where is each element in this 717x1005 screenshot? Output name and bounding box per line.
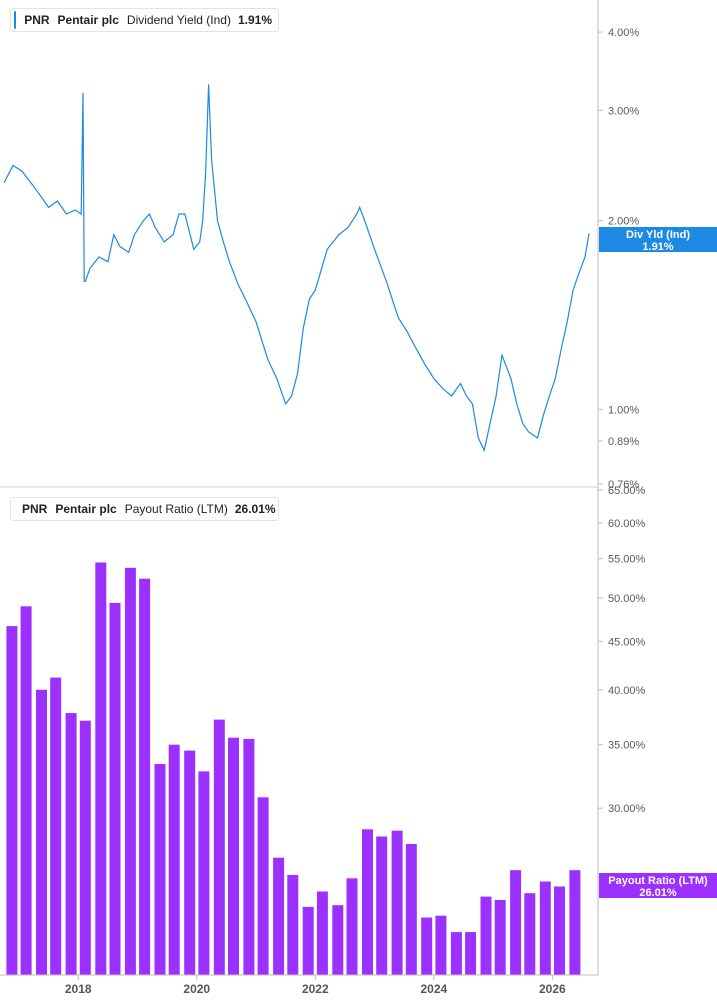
- series-swatch: [14, 11, 17, 29]
- payout-ratio-bar[interactable]: [20, 606, 32, 975]
- payout-ratio-bar[interactable]: [480, 896, 492, 975]
- company-label: Pentair plc: [55, 502, 117, 516]
- payout-ratio-bar[interactable]: [465, 932, 477, 975]
- flag-label: Div Yld (Ind): [626, 229, 690, 241]
- payout-ratio-bar[interactable]: [50, 677, 62, 975]
- payout-ratio-bar[interactable]: [6, 626, 18, 975]
- ticker-label: PNR: [24, 13, 50, 27]
- y-tick-label: 4.00%: [608, 27, 639, 39]
- metric-label: Dividend Yield (Ind): [126, 13, 231, 27]
- payout-ratio-flag: Payout Ratio (LTM) 26.01%: [599, 873, 717, 899]
- y-tick-label: 60.00%: [608, 518, 646, 530]
- payout-ratio-y-axis: 65.00% 60.00% 55.00% 50.00% 45.00% 40.00% 35.0…: [598, 485, 646, 890]
- payout-ratio-legend[interactable]: PNR Pentair plc Payout Ratio (LTM) 26.01…: [10, 497, 279, 521]
- flag-value: 1.91%: [642, 241, 674, 253]
- payout-ratio-bar[interactable]: [213, 719, 225, 975]
- y-tick-label: 50.00%: [608, 593, 646, 605]
- payout-ratio-bar[interactable]: [316, 891, 328, 976]
- payout-ratio-bar[interactable]: [346, 878, 358, 975]
- payout-ratio-bar[interactable]: [554, 886, 565, 976]
- ticker-label: PNR: [22, 502, 48, 516]
- payout-ratio-bar[interactable]: [391, 830, 403, 975]
- company-label: Pentair plc: [57, 13, 119, 27]
- flag-value: 26.01%: [639, 887, 677, 899]
- payout-ratio-bar[interactable]: [376, 836, 388, 976]
- payout-ratio-bar[interactable]: [569, 870, 581, 975]
- y-tick-label: 2.00%: [608, 216, 639, 228]
- x-axis: 2018 2020 2022 2024 2026: [65, 975, 566, 996]
- payout-ratio-bar[interactable]: [257, 797, 269, 975]
- dividend-yield-y-axis: 4.00% 3.00% 2.00% 1.00% 0.89% 0.76%: [598, 27, 639, 491]
- payout-ratio-bar[interactable]: [362, 829, 373, 975]
- payout-ratio-bar[interactable]: [79, 720, 91, 975]
- y-tick-label: 0.76%: [608, 479, 639, 491]
- payout-ratio-bar[interactable]: [450, 932, 462, 975]
- payout-ratio-bar[interactable]: [421, 917, 433, 976]
- payout-ratio-bar[interactable]: [332, 905, 344, 975]
- y-tick-label: 35.00%: [608, 740, 646, 752]
- payout-ratio-bar[interactable]: [243, 738, 255, 975]
- payout-ratio-bar[interactable]: [287, 875, 299, 975]
- payout-ratio-bar[interactable]: [273, 857, 285, 975]
- payout-ratio-bar[interactable]: [95, 562, 107, 976]
- y-tick-label: 0.89%: [608, 436, 639, 448]
- payout-ratio-bar[interactable]: [228, 737, 239, 975]
- payout-ratio-bar[interactable]: [198, 771, 210, 975]
- payout-ratio-bar[interactable]: [109, 602, 121, 975]
- payout-ratio-bars: [6, 562, 581, 976]
- metric-value: 1.91%: [237, 13, 272, 27]
- payout-ratio-bar[interactable]: [139, 578, 151, 975]
- y-tick-label: 45.00%: [608, 636, 646, 648]
- y-tick-label: 1.00%: [608, 404, 639, 416]
- metric-label: Payout Ratio (LTM): [124, 502, 228, 516]
- flag-label: Payout Ratio (LTM): [608, 875, 708, 887]
- y-tick-label: 3.00%: [608, 105, 639, 117]
- dividend-yield-legend[interactable]: PNR Pentair plc Dividend Yield (Ind) 1.9…: [10, 8, 279, 32]
- x-tick-label: 2018: [65, 982, 92, 996]
- payout-ratio-bar[interactable]: [494, 900, 506, 975]
- payout-ratio-bar[interactable]: [539, 881, 551, 976]
- y-tick-label: 40.00%: [608, 685, 646, 697]
- dividend-yield-line: [3, 84, 590, 453]
- payout-ratio-bar[interactable]: [124, 567, 136, 975]
- payout-ratio-bar[interactable]: [65, 713, 77, 975]
- dividend-yield-flag: Div Yld (Ind) 1.91%: [599, 227, 717, 253]
- y-tick-label: 65.00%: [608, 485, 646, 497]
- payout-ratio-bar[interactable]: [302, 906, 314, 975]
- payout-ratio-bar[interactable]: [36, 689, 47, 975]
- y-tick-label: 30.00%: [608, 803, 646, 815]
- payout-ratio-bar[interactable]: [524, 893, 536, 975]
- payout-ratio-panel: 65.00% 60.00% 55.00% 50.00% 45.00% 40.00% 35.0…: [6, 485, 646, 976]
- payout-ratio-bar[interactable]: [154, 764, 166, 975]
- x-tick-label: 2020: [183, 982, 210, 996]
- payout-ratio-bar[interactable]: [168, 744, 180, 975]
- y-tick-label: 55.00%: [608, 554, 646, 566]
- payout-ratio-bar[interactable]: [184, 750, 196, 975]
- x-tick-label: 2026: [539, 982, 566, 996]
- x-tick-label: 2022: [302, 982, 329, 996]
- payout-ratio-bar[interactable]: [510, 870, 522, 975]
- metric-value: 26.01%: [234, 502, 276, 516]
- payout-ratio-bar[interactable]: [435, 915, 447, 975]
- payout-ratio-bar[interactable]: [405, 844, 417, 975]
- dividend-yield-panel: 4.00% 3.00% 2.00% 1.00% 0.89% 0.76%: [3, 27, 639, 491]
- x-tick-label: 2024: [420, 982, 447, 996]
